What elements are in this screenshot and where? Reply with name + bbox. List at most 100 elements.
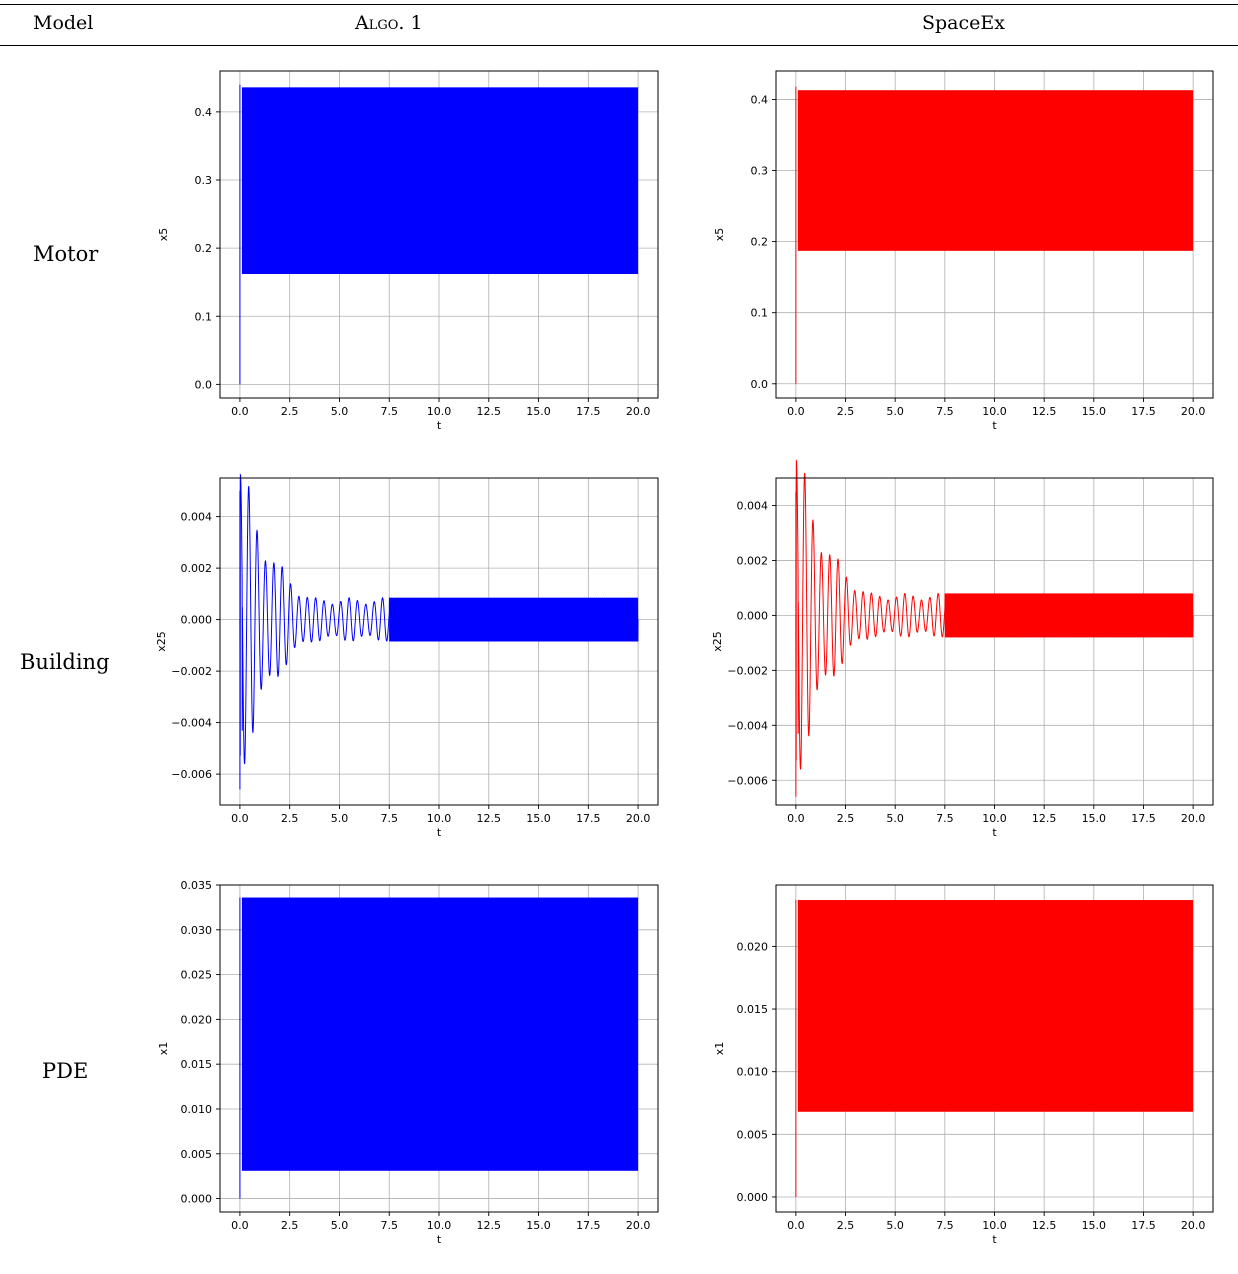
- x-tick-label: 5.0: [331, 1219, 349, 1232]
- x-axis-label: t: [437, 1233, 442, 1246]
- x-tick-label: 20.0: [1181, 1219, 1206, 1232]
- x-tick-label: 15.0: [526, 812, 551, 825]
- series-band: [797, 90, 1194, 251]
- x-tick-label: 0.0: [787, 812, 805, 825]
- y-tick-label: 0.4: [751, 93, 769, 106]
- y-tick-label: 0.000: [181, 1193, 213, 1206]
- x-tick-label: 15.0: [1082, 812, 1107, 825]
- x-tick-label: 10.0: [427, 812, 452, 825]
- y-tick-label: 0.005: [181, 1148, 213, 1161]
- x-tick-label: 20.0: [626, 1219, 651, 1232]
- x-tick-label: 15.0: [526, 405, 551, 418]
- chart-pde-algo1: 0.0 2.5 5.0 7.5 10.0 12.5 15.0 17.5 20.0 0.000 0.0…: [157, 879, 659, 1246]
- x-tick-label: 2.5: [837, 405, 855, 418]
- x-tick-label: 2.5: [281, 812, 299, 825]
- header-algo1: Algo. 1: [355, 12, 423, 34]
- y-tick-label: 0.025: [181, 969, 213, 982]
- x-tick-label: 10.0: [982, 405, 1007, 418]
- x-tick-label: 5.0: [886, 1219, 904, 1232]
- y-tick-label: 0.3: [751, 165, 769, 178]
- table-top-rule: [0, 4, 1238, 5]
- series-steady-band: [944, 593, 1194, 638]
- y-tick-label: −0.002: [727, 664, 768, 677]
- table-header-rule: [0, 45, 1238, 46]
- x-tick-label: 20.0: [1181, 812, 1206, 825]
- y-tick-label: 0.010: [181, 1103, 213, 1116]
- x-tick-label: 15.0: [1082, 1219, 1107, 1232]
- x-tick-label: 7.5: [380, 405, 398, 418]
- chart-motor-algo1: 0.0 2.5 5.0 7.5 10.0 12.5 15.0 17.5 20.0 0.0 0.1 0.…: [157, 70, 659, 432]
- y-axis-label: x25: [711, 631, 724, 652]
- y-tick-label: 0.020: [737, 940, 769, 953]
- y-axis-label: x5: [713, 228, 726, 242]
- y-axis-label: x1: [713, 1042, 726, 1056]
- x-tick-label: 10.0: [982, 812, 1007, 825]
- x-tick-label: 2.5: [281, 405, 299, 418]
- x-tick-label: 10.0: [982, 1219, 1007, 1232]
- x-tick-label: 10.0: [427, 1219, 452, 1232]
- y-tick-label: 0.035: [181, 879, 213, 892]
- chart-building-spaceex: 0.0 2.5 5.0 7.5 10.0 12.5 15.0 17.5 20.0 −0.006 −0…: [711, 459, 1214, 839]
- x-tick-label: 12.5: [1032, 812, 1057, 825]
- y-tick-label: 0.1: [195, 310, 213, 323]
- x-tick-label: 17.5: [576, 405, 601, 418]
- x-tick-label: 12.5: [477, 1219, 502, 1232]
- y-tick-label: 0.030: [181, 924, 213, 937]
- y-axis-label: x25: [155, 631, 168, 652]
- x-axis-label: t: [992, 1233, 997, 1246]
- x-tick-label: 7.5: [380, 812, 398, 825]
- y-axis-label: x5: [157, 228, 170, 242]
- x-tick-label: 2.5: [837, 812, 855, 825]
- x-tick-label: 20.0: [1181, 405, 1206, 418]
- y-tick-label: 0.015: [737, 1003, 769, 1016]
- series-band: [797, 900, 1194, 1112]
- x-tick-label: 12.5: [477, 405, 502, 418]
- x-tick-label: 20.0: [626, 405, 651, 418]
- x-tick-label: 20.0: [626, 812, 651, 825]
- x-tick-label: 17.5: [576, 1219, 601, 1232]
- y-tick-label: 0.3: [195, 174, 213, 187]
- y-tick-label: 0.1: [751, 307, 769, 320]
- row-label-motor: Motor: [33, 242, 99, 266]
- x-tick-label: 0.0: [231, 1219, 249, 1232]
- x-tick-label: 0.0: [231, 405, 249, 418]
- y-tick-label: 0.005: [737, 1128, 769, 1141]
- x-tick-label: 2.5: [281, 1219, 299, 1232]
- x-tick-label: 5.0: [886, 405, 904, 418]
- y-tick-label: 0.004: [181, 511, 213, 524]
- x-tick-label: 7.5: [936, 1219, 954, 1232]
- row-label-building: Building: [20, 650, 110, 674]
- y-tick-label: −0.002: [171, 665, 212, 678]
- series-steady-band: [389, 597, 639, 642]
- x-axis-label: t: [992, 826, 997, 839]
- x-tick-label: 0.0: [231, 812, 249, 825]
- y-tick-label: −0.006: [727, 774, 768, 787]
- x-tick-label: 12.5: [1032, 405, 1057, 418]
- y-tick-label: 0.000: [737, 609, 769, 622]
- y-tick-label: 0.0: [195, 378, 213, 391]
- x-tick-label: 15.0: [526, 1219, 551, 1232]
- header-model: Model: [33, 12, 94, 34]
- x-tick-label: 0.0: [787, 1219, 805, 1232]
- x-tick-label: 0.0: [787, 405, 805, 418]
- y-tick-label: 0.015: [181, 1058, 213, 1071]
- chart-pde-spaceex: 0.0 2.5 5.0 7.5 10.0 12.5 15.0 17.5 20.0 0.000 0.0…: [713, 884, 1214, 1246]
- x-tick-label: 7.5: [380, 1219, 398, 1232]
- x-tick-label: 15.0: [1082, 405, 1107, 418]
- x-tick-label: 17.5: [1131, 1219, 1156, 1232]
- x-tick-label: 5.0: [331, 405, 349, 418]
- x-tick-label: 10.0: [427, 405, 452, 418]
- y-tick-label: 0.002: [737, 554, 769, 567]
- y-tick-label: 0.4: [195, 106, 213, 119]
- y-tick-label: 0.020: [181, 1013, 213, 1026]
- y-tick-label: 0.004: [737, 499, 769, 512]
- y-tick-label: 0.2: [195, 242, 213, 255]
- y-tick-label: 0.0: [751, 378, 769, 391]
- x-tick-label: 17.5: [1131, 405, 1156, 418]
- x-axis-label: t: [437, 419, 442, 432]
- x-tick-label: 12.5: [477, 812, 502, 825]
- y-tick-label: 0.000: [737, 1191, 769, 1204]
- x-tick-label: 17.5: [1131, 812, 1156, 825]
- x-axis-label: t: [437, 826, 442, 839]
